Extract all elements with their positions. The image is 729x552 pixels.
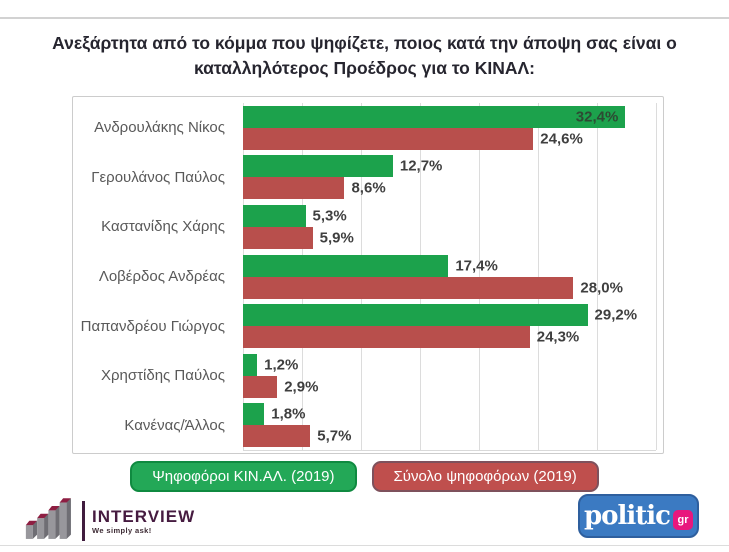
bar-line: 2,9%	[243, 375, 656, 398]
bar-value-label: 17,4%	[455, 257, 498, 275]
bar-kinal-voters	[243, 254, 449, 277]
chart-row: 1,2% 2,9%	[243, 351, 656, 401]
bar-line: 12,7%	[243, 155, 656, 178]
bar-line: 1,8%	[243, 403, 656, 426]
chart-row: 5,3% 5,9%	[243, 202, 656, 252]
chart-rows: 32,4% 24,6% 12,7% 8,6% 5,3% 5,9% 17,4% 28,0% 29,…	[243, 103, 656, 450]
category-label: Χρηστίδης Παύλος	[100, 367, 225, 385]
bar-value-label: 5,3%	[312, 207, 347, 225]
bar-value-label: 1,2%	[264, 356, 299, 374]
gridline	[656, 103, 657, 450]
bar-value-label: 1,8%	[271, 405, 306, 423]
bar-value-label: 29,2%	[594, 306, 638, 324]
bar-all-voters	[243, 177, 345, 200]
bar-all-voters	[243, 326, 530, 349]
bar-chart: Ανδρουλάκης Νίκος Γερουλάνος Παύλος Κασταν…	[72, 96, 664, 454]
logo-separator	[82, 501, 85, 541]
bar-value-label: 8,6%	[351, 179, 386, 197]
interview-brand-text: INTERVIEW	[92, 506, 196, 526]
bottom-divider	[0, 545, 729, 546]
bar-value-label: 5,9%	[319, 229, 354, 247]
category-label: Καστανίδης Χάρης	[101, 218, 225, 236]
bar-line: 32,4%	[243, 105, 656, 128]
politic-gr-badge: gr	[673, 510, 693, 530]
politic-logo: politic gr	[578, 494, 699, 538]
gridline	[538, 103, 539, 450]
page-title-line1: Ανεξάρτητα από το κόμμα που ψηφίζετε, πο…	[52, 33, 677, 53]
bar-kinal-voters	[243, 204, 306, 227]
bar-all-voters	[243, 375, 278, 398]
legend-item-kinal-voters[interactable]: Ψηφοφόροι ΚΙΝ.ΑΛ. (2019)	[130, 461, 357, 492]
chart-row: 1,8% 5,7%	[243, 400, 656, 450]
bar-kinal-voters	[243, 353, 258, 376]
bar-value-label: 32,4%	[575, 108, 619, 126]
category-labels: Ανδρουλάκης Νίκος Γερουλάνος Παύλος Κασταν…	[73, 103, 235, 450]
interview-tagline: We simply ask!	[92, 525, 152, 535]
chart-row: 12,7% 8,6%	[243, 153, 656, 203]
chart-row: 29,2% 24,3%	[243, 301, 656, 351]
bar-line: 1,2%	[243, 353, 656, 376]
politic-brand-text: politic	[584, 501, 671, 531]
category-label: Κανένας/Άλλος	[124, 416, 225, 434]
bar-kinal-voters	[243, 403, 265, 426]
bar-value-label: 28,0%	[580, 279, 623, 297]
bar-kinal-voters: 32,4%	[243, 105, 626, 128]
bar-line: 8,6%	[243, 177, 656, 200]
bar-all-voters	[243, 276, 574, 299]
top-divider	[0, 17, 729, 19]
chart-legend: Ψηφοφόροι ΚΙΝ.ΑΛ. (2019) Σύνολο ψηφοφόρω…	[0, 461, 729, 492]
legend-item-all-voters[interactable]: Σύνολο ψηφοφόρων (2019)	[371, 461, 599, 492]
gridline	[479, 103, 480, 450]
plot-area: 32,4% 24,6% 12,7% 8,6% 5,3% 5,9% 17,4% 28,0% 29,…	[243, 103, 657, 451]
bar-line: 5,3%	[243, 204, 656, 227]
category-label: Παπανδρέου Γιώργος	[80, 317, 225, 335]
bar-line: 24,3%	[243, 326, 656, 349]
bar-line: 28,0%	[243, 276, 656, 299]
gridline	[597, 103, 598, 450]
bar-value-label: 24,3%	[536, 328, 580, 346]
category-label: Ανδρουλάκης Νίκος	[94, 119, 225, 137]
bar-line: 24,6%	[243, 127, 656, 150]
bar-kinal-voters	[243, 155, 393, 178]
bar-line: 5,9%	[243, 226, 656, 249]
bar-kinal-voters	[243, 304, 588, 327]
category-label: Λοβέρδος Ανδρέας	[98, 268, 225, 286]
chart-row: 17,4% 28,0%	[243, 252, 656, 302]
bar-line: 29,2%	[243, 304, 656, 327]
bar-value-label: 12,7%	[399, 157, 443, 175]
bar-all-voters	[243, 226, 313, 249]
category-label: Γερουλάνος Παύλος	[91, 168, 225, 186]
bar-line: 5,7%	[243, 425, 656, 448]
chart-row: 32,4% 24,6%	[243, 103, 656, 153]
interview-logo: INTERVIEW We simply ask!	[25, 497, 196, 546]
bar-line: 17,4%	[243, 254, 656, 277]
bar-all-voters	[243, 425, 311, 448]
bar-all-voters	[243, 127, 534, 150]
page-title: Ανεξάρτητα από το κόμμα που ψηφίζετε, πο…	[20, 31, 709, 81]
bar-value-label: 2,9%	[284, 378, 319, 396]
bar-chart-icon	[25, 497, 77, 546]
page-title-line2: καταλληλότερος Προέδρος για το ΚΙΝΑΛ:	[194, 58, 535, 78]
bar-value-label: 5,7%	[317, 427, 352, 445]
bar-value-label: 24,6%	[540, 130, 583, 148]
